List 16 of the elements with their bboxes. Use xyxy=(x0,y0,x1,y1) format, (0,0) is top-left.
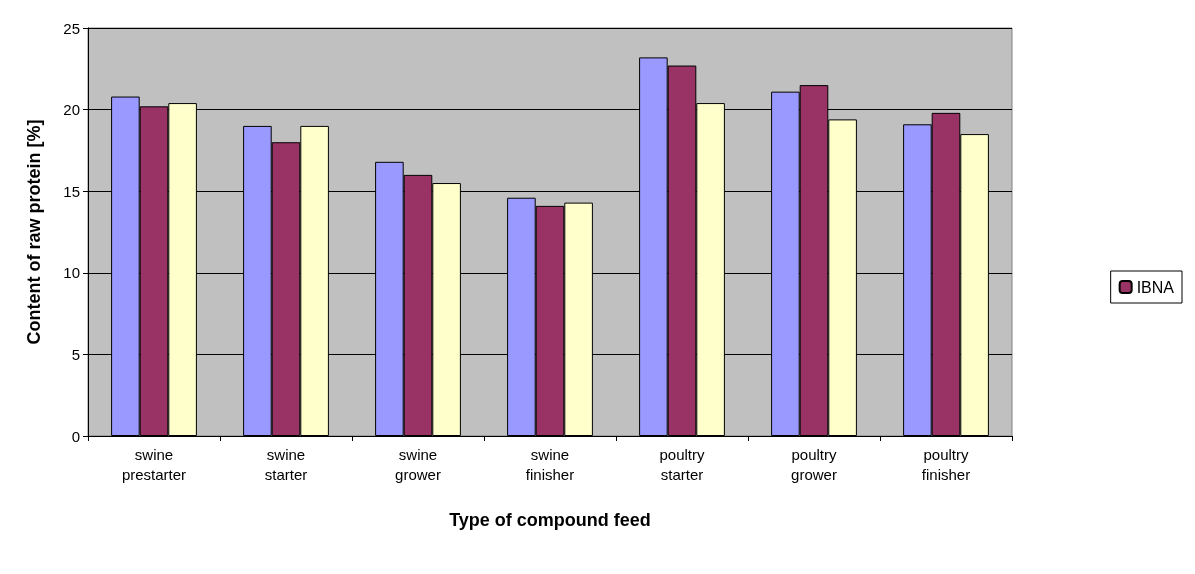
x-tick-label: poultry starter xyxy=(659,445,706,483)
y-tick-label: 10 xyxy=(63,264,80,282)
y-tick-label: 15 xyxy=(63,182,80,200)
y-tick-label: 5 xyxy=(71,345,80,363)
x-tick-label: swine finisher xyxy=(525,445,575,483)
x-tick-label: swine starter xyxy=(264,445,308,483)
y-tick-label: 25 xyxy=(63,19,80,37)
x-tick-label: swine grower xyxy=(395,445,441,483)
x-tick-label: poultry finisher xyxy=(921,445,971,483)
y-axis-title: Content of raw protein [%] xyxy=(24,119,44,345)
y-tick-label: 20 xyxy=(63,101,80,119)
x-tick-label: swine prestarter xyxy=(121,445,187,483)
x-tick-label: poultry grower xyxy=(791,445,838,483)
y-tick-label: 0 xyxy=(71,427,80,445)
legend-label: IBNA xyxy=(1136,278,1175,296)
x-axis-title: Type of compound feed xyxy=(449,510,651,530)
